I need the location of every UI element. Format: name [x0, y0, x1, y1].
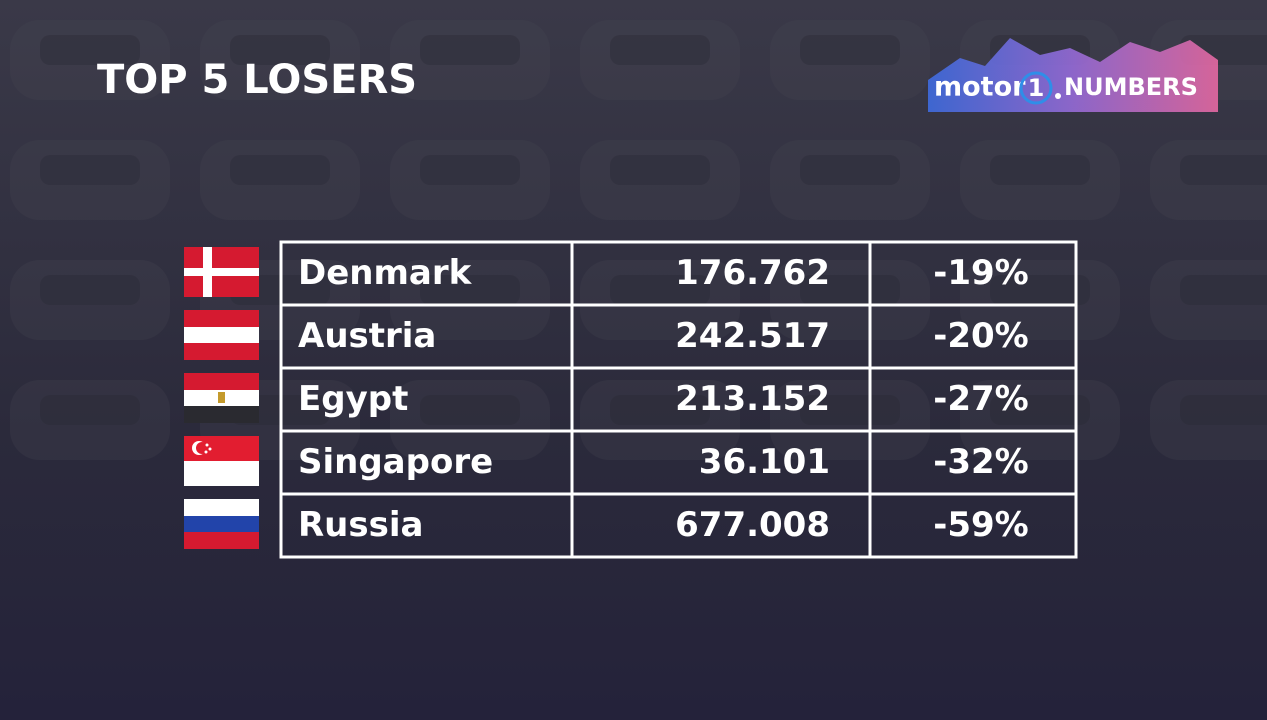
flag-russia	[184, 499, 259, 549]
logo-brand: motor	[934, 72, 1026, 103]
table-border	[279, 240, 1078, 559]
logo-number: 1	[1028, 74, 1045, 102]
logo-suffix: NUMBERS	[1064, 73, 1198, 101]
sales-value: 36.101	[699, 442, 830, 482]
country-name: Russia	[298, 505, 423, 545]
flag-singapore	[184, 436, 259, 486]
logo-mountains	[928, 38, 1218, 112]
change-percent: -59%	[933, 505, 1029, 545]
title: TOP 5 LOSERS	[97, 57, 417, 103]
change-percent: -20%	[933, 316, 1029, 356]
sales-value: 677.008	[675, 505, 830, 545]
country-name: Egypt	[298, 379, 408, 419]
change-percent: -27%	[933, 379, 1029, 419]
country-name: Austria	[298, 316, 436, 356]
table: Denmark 176.762 -19% Austria 242.517 -20% Egyp…	[279, 240, 1078, 559]
change-percent: -19%	[933, 253, 1029, 293]
flag-denmark	[184, 247, 259, 297]
sales-value: 242.517	[675, 316, 830, 356]
sales-value: 176.762	[675, 253, 830, 293]
change-percent: -32%	[933, 442, 1029, 482]
flag-egypt	[184, 373, 259, 423]
country-name: Denmark	[298, 253, 473, 293]
flags	[184, 247, 259, 549]
flag-austria	[184, 310, 259, 360]
country-name: Singapore	[298, 442, 493, 482]
logo: motor 1 NUMBERS	[928, 38, 1218, 112]
sales-value: 213.152	[675, 379, 830, 419]
logo-dot	[1055, 93, 1061, 99]
logo-circle	[1019, 71, 1053, 105]
